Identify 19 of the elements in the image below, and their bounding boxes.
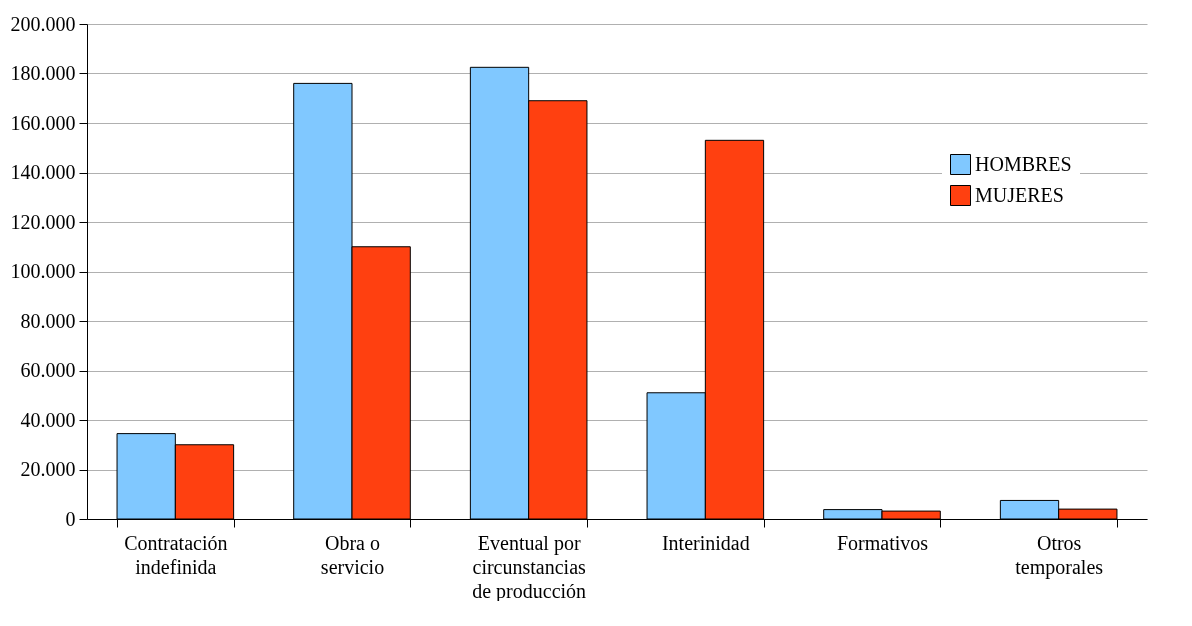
y-tick-label: 180.000: [10, 62, 76, 84]
y-tick-label: 100.000: [10, 260, 76, 282]
y-tick-label: 60.000: [20, 359, 76, 381]
y-tick-label: 140.000: [10, 161, 76, 183]
y-tick-label: 0: [65, 507, 76, 530]
x-tick-label: Eventual por circunstancias de producción: [472, 531, 587, 603]
y-tick-label: 160.000: [10, 111, 76, 134]
x-tick-label: Formativos: [836, 531, 929, 554]
y-tick-label: 120.000: [10, 210, 76, 233]
x-tick-label: Contratación indefinida: [124, 531, 228, 578]
y-tick-label: 40.000: [20, 408, 76, 431]
x-tick-label: Obra o servicio: [320, 531, 385, 578]
y-tick-label: 200.000: [10, 12, 76, 35]
y-tick-label: 20.000: [20, 458, 76, 480]
y-tick-label: 80.000: [20, 309, 76, 332]
x-tick-label: Interinidad: [661, 531, 750, 554]
legend-label: HOMBRES: [975, 152, 1072, 175]
x-tick-label: Otros temporales: [1015, 531, 1104, 579]
legend-label: MUJERES: [975, 183, 1064, 206]
